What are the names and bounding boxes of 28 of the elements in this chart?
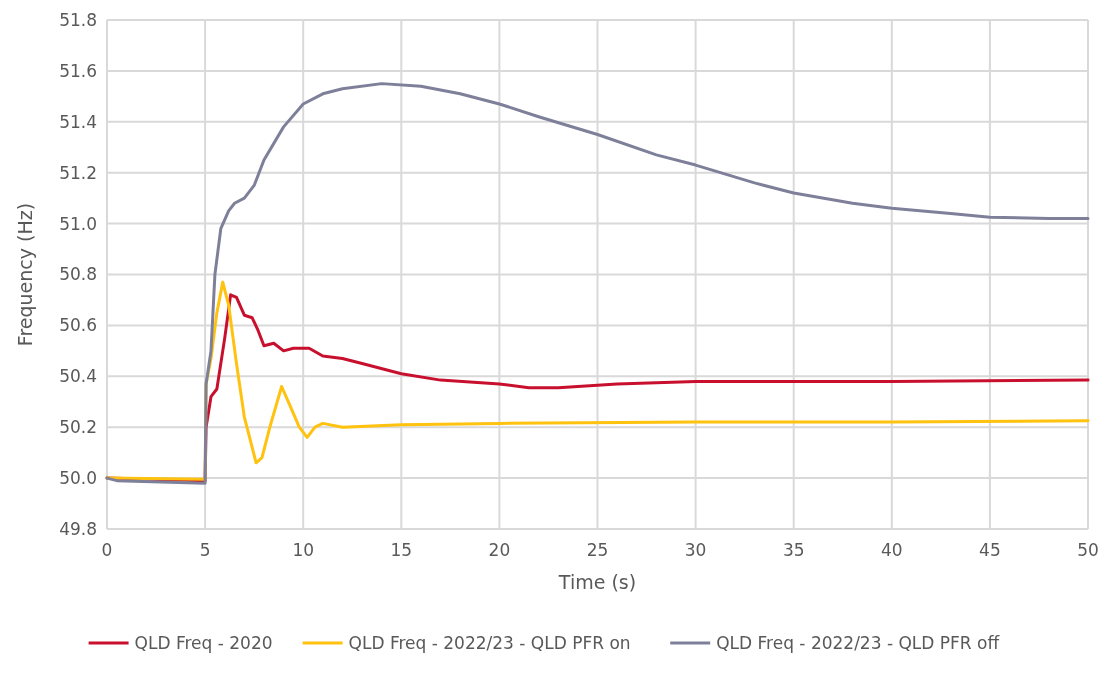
x-tick-label: 40 xyxy=(880,540,903,560)
x-axis-title: Time (s) xyxy=(557,571,637,593)
y-tick-label: 51.6 xyxy=(59,60,97,81)
x-tick-label: 15 xyxy=(390,540,413,560)
y-tick-label: 50.0 xyxy=(59,468,97,489)
y-tick-label: 50.4 xyxy=(59,366,97,387)
y-tick-label: 50.2 xyxy=(59,417,97,438)
y-tick-label: 50.6 xyxy=(59,315,97,336)
x-tick-label: 30 xyxy=(684,540,707,560)
legend-label: QLD Freq - 2020 xyxy=(134,632,273,653)
x-tick-label: 10 xyxy=(292,540,315,560)
x-tick-label: 25 xyxy=(586,540,609,560)
x-tick-label: 20 xyxy=(488,540,511,560)
y-tick-label: 49.8 xyxy=(59,518,97,539)
legend-label: QLD Freq - 2022/23 - QLD PFR on xyxy=(348,632,631,653)
y-tick-label: 51.0 xyxy=(59,213,97,234)
x-tick-label: 45 xyxy=(979,540,1001,560)
legend-label: QLD Freq - 2022/23 - QLD PFR off xyxy=(716,632,1001,653)
x-tick-label: 50 xyxy=(1077,540,1099,560)
y-axis-title: Frequency (Hz) xyxy=(14,202,36,347)
x-tick-label: 5 xyxy=(199,540,211,560)
y-tick-label: 51.8 xyxy=(59,9,97,30)
y-tick-label: 50.8 xyxy=(59,264,97,285)
x-tick-label: 0 xyxy=(101,540,113,560)
y-tick-label: 51.4 xyxy=(59,111,97,132)
y-tick-label: 51.2 xyxy=(59,162,97,183)
line-series xyxy=(105,82,1090,485)
x-tick-label: 35 xyxy=(782,540,805,560)
